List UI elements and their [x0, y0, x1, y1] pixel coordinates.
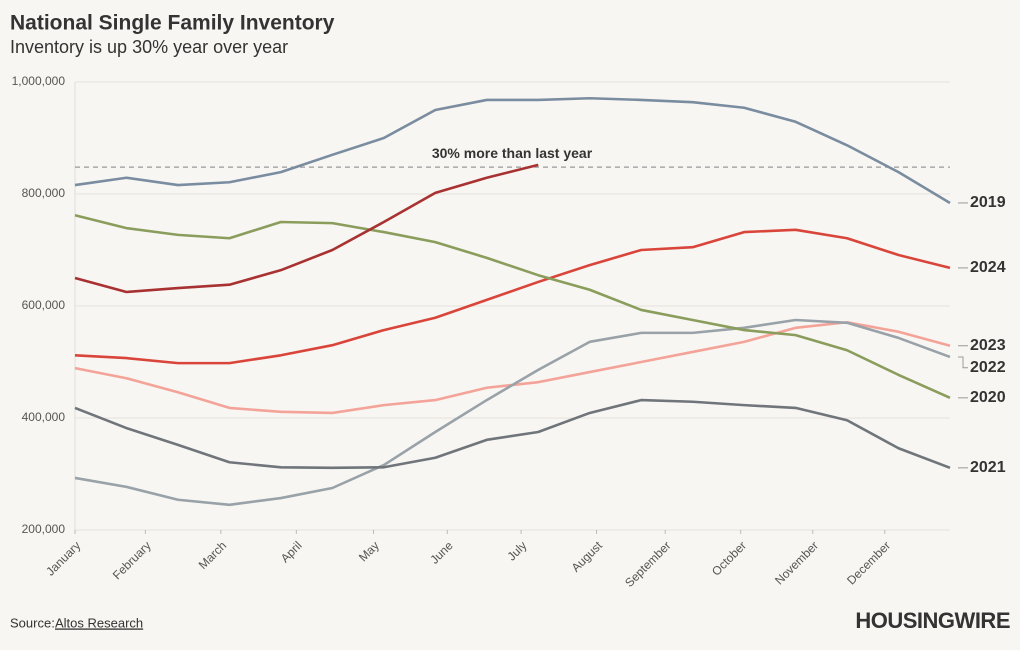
y-tick-label: 400,000 [22, 410, 66, 424]
series-label: 2021 [970, 459, 1006, 476]
series-label: 2024 [970, 259, 1006, 276]
series-line [74, 228, 951, 365]
brand-logo: HOUSINGWIRE [855, 608, 1010, 633]
y-tick-label: 600,000 [22, 298, 66, 312]
chart-subtitle: Inventory is up 30% year over year [10, 37, 288, 57]
series-line [74, 318, 951, 507]
series-line [74, 163, 539, 294]
y-tick-label: 800,000 [22, 186, 66, 200]
series-line [74, 398, 951, 470]
series-line [74, 214, 951, 400]
label-connector [958, 356, 968, 369]
y-tick-label: 1,000,000 [12, 74, 66, 88]
series-label: 2022 [970, 359, 1006, 376]
annotation: 30% more than last year [432, 145, 593, 161]
series-label: 2023 [970, 337, 1006, 354]
chart-title: National Single Family Inventory [10, 12, 335, 35]
series-label: 2020 [970, 389, 1006, 406]
source-link[interactable]: Altos Research [55, 615, 143, 630]
series-label: 2019 [970, 194, 1006, 211]
y-tick-label: 200,000 [22, 522, 66, 536]
series-line [74, 96, 951, 205]
source-label: Source: [10, 615, 55, 630]
